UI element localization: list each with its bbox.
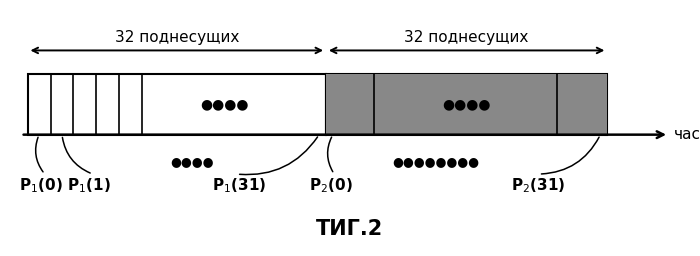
- Text: 32 поднесущих: 32 поднесущих: [405, 30, 528, 45]
- Text: P$_{2}$(31): P$_{2}$(31): [512, 176, 566, 195]
- Bar: [27, 74, 326, 135]
- Text: ●●●●●●●●: ●●●●●●●●: [392, 155, 480, 168]
- Text: ΤИГ.2: ΤИГ.2: [316, 219, 384, 239]
- Text: P$_{1}$(0): P$_{1}$(0): [20, 176, 63, 195]
- Text: P$_{1}$(31): P$_{1}$(31): [211, 176, 266, 195]
- Text: ●●●●: ●●●●: [201, 97, 249, 111]
- Text: ●●●●: ●●●●: [171, 155, 214, 168]
- Bar: [326, 74, 608, 135]
- Bar: [326, 74, 608, 135]
- Text: P$_{2}$(0): P$_{2}$(0): [309, 176, 353, 195]
- Text: P$_{1}$(1): P$_{1}$(1): [67, 176, 111, 195]
- Text: частота: частота: [674, 127, 700, 142]
- Text: 32 поднесущих: 32 поднесущих: [115, 30, 239, 45]
- Text: ●●●●: ●●●●: [442, 97, 491, 111]
